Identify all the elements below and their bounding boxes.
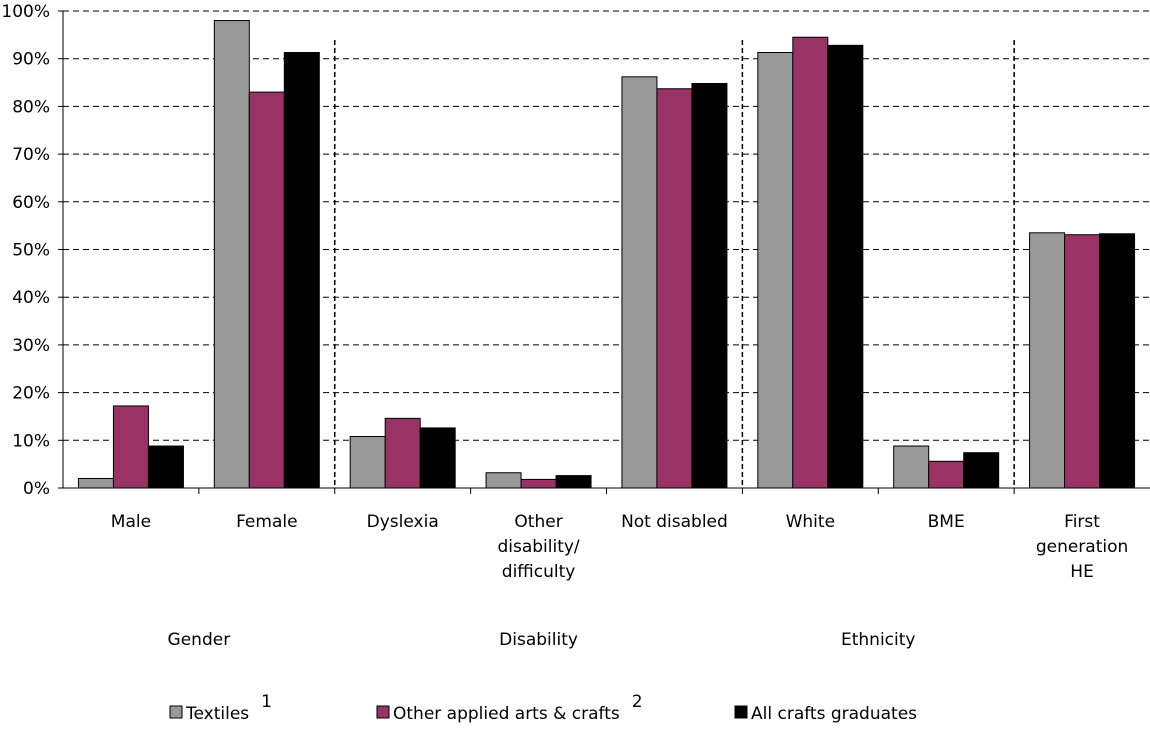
bars	[77, 20, 1136, 489]
bar	[691, 83, 728, 489]
bar	[112, 405, 149, 489]
bar	[621, 76, 658, 489]
x-category-label: Not disabled	[621, 512, 728, 532]
axes	[58, 10, 1150, 494]
group-label: Disability	[499, 630, 578, 650]
bar	[384, 417, 421, 489]
bar	[827, 44, 864, 489]
x-category-labels: Male Female Dyslexia Other disability/diffic…	[111, 512, 1129, 582]
group-label: Gender	[168, 630, 231, 650]
legend-footnote-marker: 2	[632, 692, 643, 712]
y-tick-label: 20%	[12, 384, 50, 404]
x-category-label: BME	[928, 512, 965, 532]
bar	[1064, 234, 1101, 489]
legend-label: Other applied arts & crafts	[393, 704, 620, 724]
bar	[1029, 232, 1066, 489]
bar	[349, 435, 386, 489]
legend-swatch	[734, 705, 748, 719]
bar	[213, 20, 250, 489]
bar	[928, 460, 965, 489]
y-tick-label: 70%	[12, 145, 50, 165]
legend-label: All crafts graduates	[751, 704, 917, 724]
x-category-label: Other disability/difficulty	[497, 512, 579, 582]
bar	[555, 475, 592, 489]
y-tick-label: 60%	[12, 193, 50, 213]
x-category-label: Male	[111, 512, 151, 532]
bar	[283, 51, 320, 489]
bar	[77, 477, 114, 489]
legend: Textiles 1 Other applied arts & crafts 2 All…	[169, 692, 917, 724]
y-tick-labels: 0% 10% 20% 30% 40% 50% 60% 70% 80% 90% 100%	[1, 2, 50, 499]
bar	[893, 445, 930, 489]
group-separators	[334, 40, 1015, 488]
y-tick-label: 30%	[12, 336, 50, 356]
legend-footnote-marker: 1	[261, 692, 272, 712]
x-category-label: Dyslexia	[367, 512, 439, 532]
y-tick-label: 50%	[12, 241, 50, 261]
group-labels: Gender Disability Ethnicity	[168, 630, 916, 650]
y-tick-label: 40%	[12, 288, 50, 308]
y-tick-label: 100%	[1, 2, 50, 22]
bar	[248, 91, 285, 489]
legend-swatch	[376, 705, 390, 719]
x-category-label: First generation HE	[1036, 512, 1128, 582]
y-tick-label: 10%	[12, 431, 50, 451]
group-label: Ethnicity	[841, 630, 915, 650]
bar	[757, 51, 794, 489]
bar	[792, 36, 829, 489]
y-tick-label: 80%	[12, 97, 50, 117]
legend-label: Textiles	[185, 704, 249, 724]
y-tick-label: 90%	[12, 50, 50, 70]
bar	[419, 427, 456, 489]
bar	[147, 445, 184, 489]
x-category-label: White	[786, 512, 835, 532]
bar	[656, 88, 693, 489]
bar	[485, 472, 522, 489]
bar	[1099, 233, 1136, 489]
y-tick-label: 0%	[23, 479, 50, 499]
bar	[963, 452, 1000, 489]
bar	[520, 478, 557, 489]
legend-swatch	[169, 705, 183, 719]
x-category-label: Female	[236, 512, 297, 532]
